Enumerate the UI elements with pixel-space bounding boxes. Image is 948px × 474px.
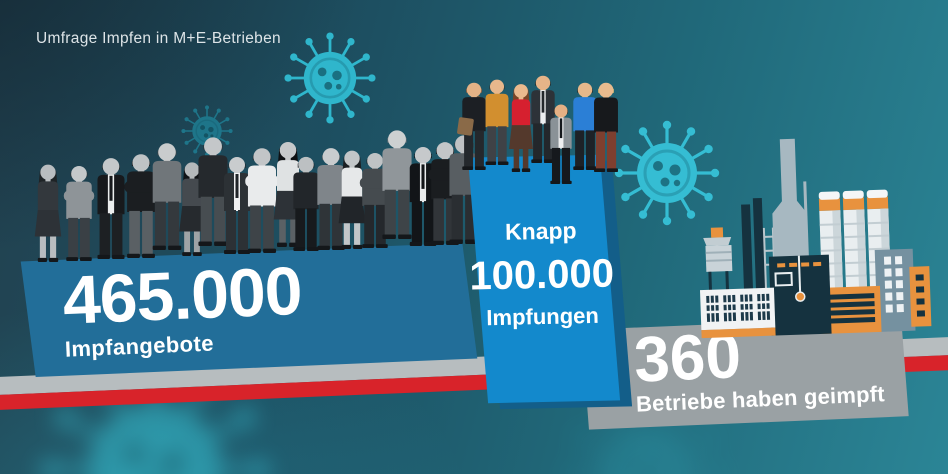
white-factory-building	[699, 287, 776, 339]
person-figure	[509, 84, 533, 172]
factory-illustration	[682, 121, 948, 340]
dark-factory-hall	[768, 254, 832, 336]
gray-office-building	[874, 248, 916, 332]
factory-svg	[699, 138, 932, 339]
water-tower	[703, 227, 733, 296]
person-figure	[594, 82, 618, 172]
chimney	[752, 197, 766, 291]
person-figure	[485, 79, 509, 165]
chimney	[741, 204, 754, 291]
page-title: Umfrage Impfen in M+E-Betrieben	[36, 30, 281, 47]
orange-slat-building	[817, 285, 882, 335]
messenger-bag	[457, 117, 474, 136]
silos	[818, 189, 892, 291]
small-orange-building	[909, 266, 932, 327]
person-figure	[573, 82, 597, 170]
